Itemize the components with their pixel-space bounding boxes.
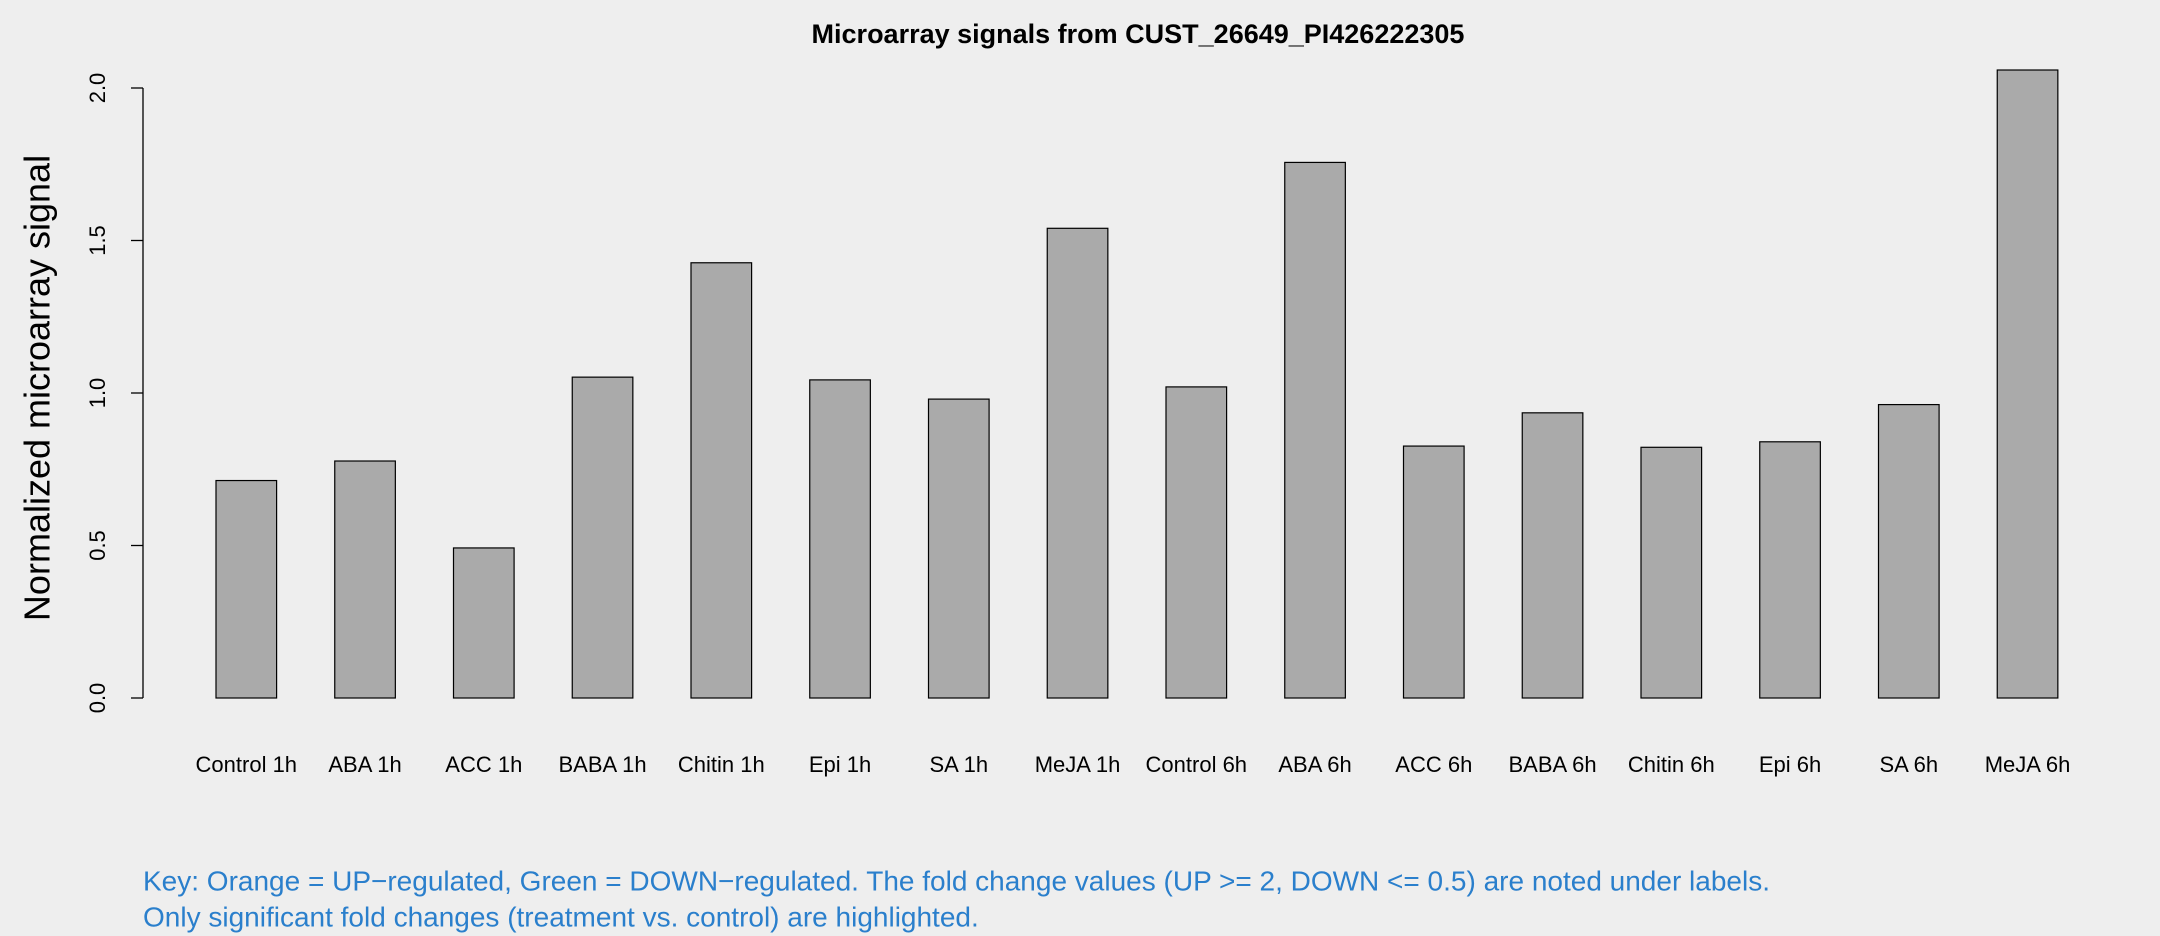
chart-title: Microarray signals from CUST_26649_PI426… xyxy=(812,19,1465,49)
x-tick-label: Control 6h xyxy=(1146,752,1248,777)
x-tick-label: MeJA 1h xyxy=(1035,752,1121,777)
bar xyxy=(215,479,278,699)
x-tick-label: Epi 6h xyxy=(1759,752,1821,777)
x-tick-label: ACC 1h xyxy=(445,752,522,777)
x-tick-label: ABA 6h xyxy=(1278,752,1351,777)
x-tick-label: Control 1h xyxy=(196,752,298,777)
bar xyxy=(927,398,990,699)
x-tick-label: ACC 6h xyxy=(1395,752,1472,777)
key-note: Key: Orange = UP−regulated, Green = DOWN… xyxy=(143,865,1770,896)
bar xyxy=(571,376,634,699)
bar xyxy=(1402,445,1465,699)
x-tick-label: SA 1h xyxy=(929,752,988,777)
y-axis-label: Normalized microarray signal xyxy=(17,155,58,621)
bar xyxy=(690,262,753,699)
bar xyxy=(1759,441,1821,699)
bar xyxy=(1165,386,1228,699)
bar xyxy=(452,547,515,699)
y-tick-label: 1.5 xyxy=(85,225,110,256)
bar xyxy=(1521,412,1584,699)
x-tick-label: BABA 6h xyxy=(1509,752,1597,777)
y-tick-label: 1.0 xyxy=(85,378,110,409)
x-tick-label: SA 6h xyxy=(1879,752,1938,777)
bar xyxy=(1046,227,1109,699)
bar xyxy=(1996,69,2059,699)
bar xyxy=(334,460,396,699)
y-tick-label: 0.0 xyxy=(85,683,110,714)
bar xyxy=(1877,403,1940,699)
bar xyxy=(1284,161,1346,699)
x-tick-label: BABA 1h xyxy=(559,752,647,777)
x-tick-label: Chitin 1h xyxy=(678,752,765,777)
key-note: Only significant fold changes (treatment… xyxy=(143,901,979,932)
y-tick-label: 0.5 xyxy=(85,530,110,561)
x-tick-label: Epi 1h xyxy=(809,752,871,777)
bar xyxy=(809,379,871,699)
y-tick-label: 2.0 xyxy=(85,73,110,104)
x-tick-label: Chitin 6h xyxy=(1628,752,1715,777)
bar xyxy=(1640,446,1703,699)
x-tick-label: ABA 1h xyxy=(328,752,401,777)
x-tick-label: MeJA 6h xyxy=(1985,752,2071,777)
